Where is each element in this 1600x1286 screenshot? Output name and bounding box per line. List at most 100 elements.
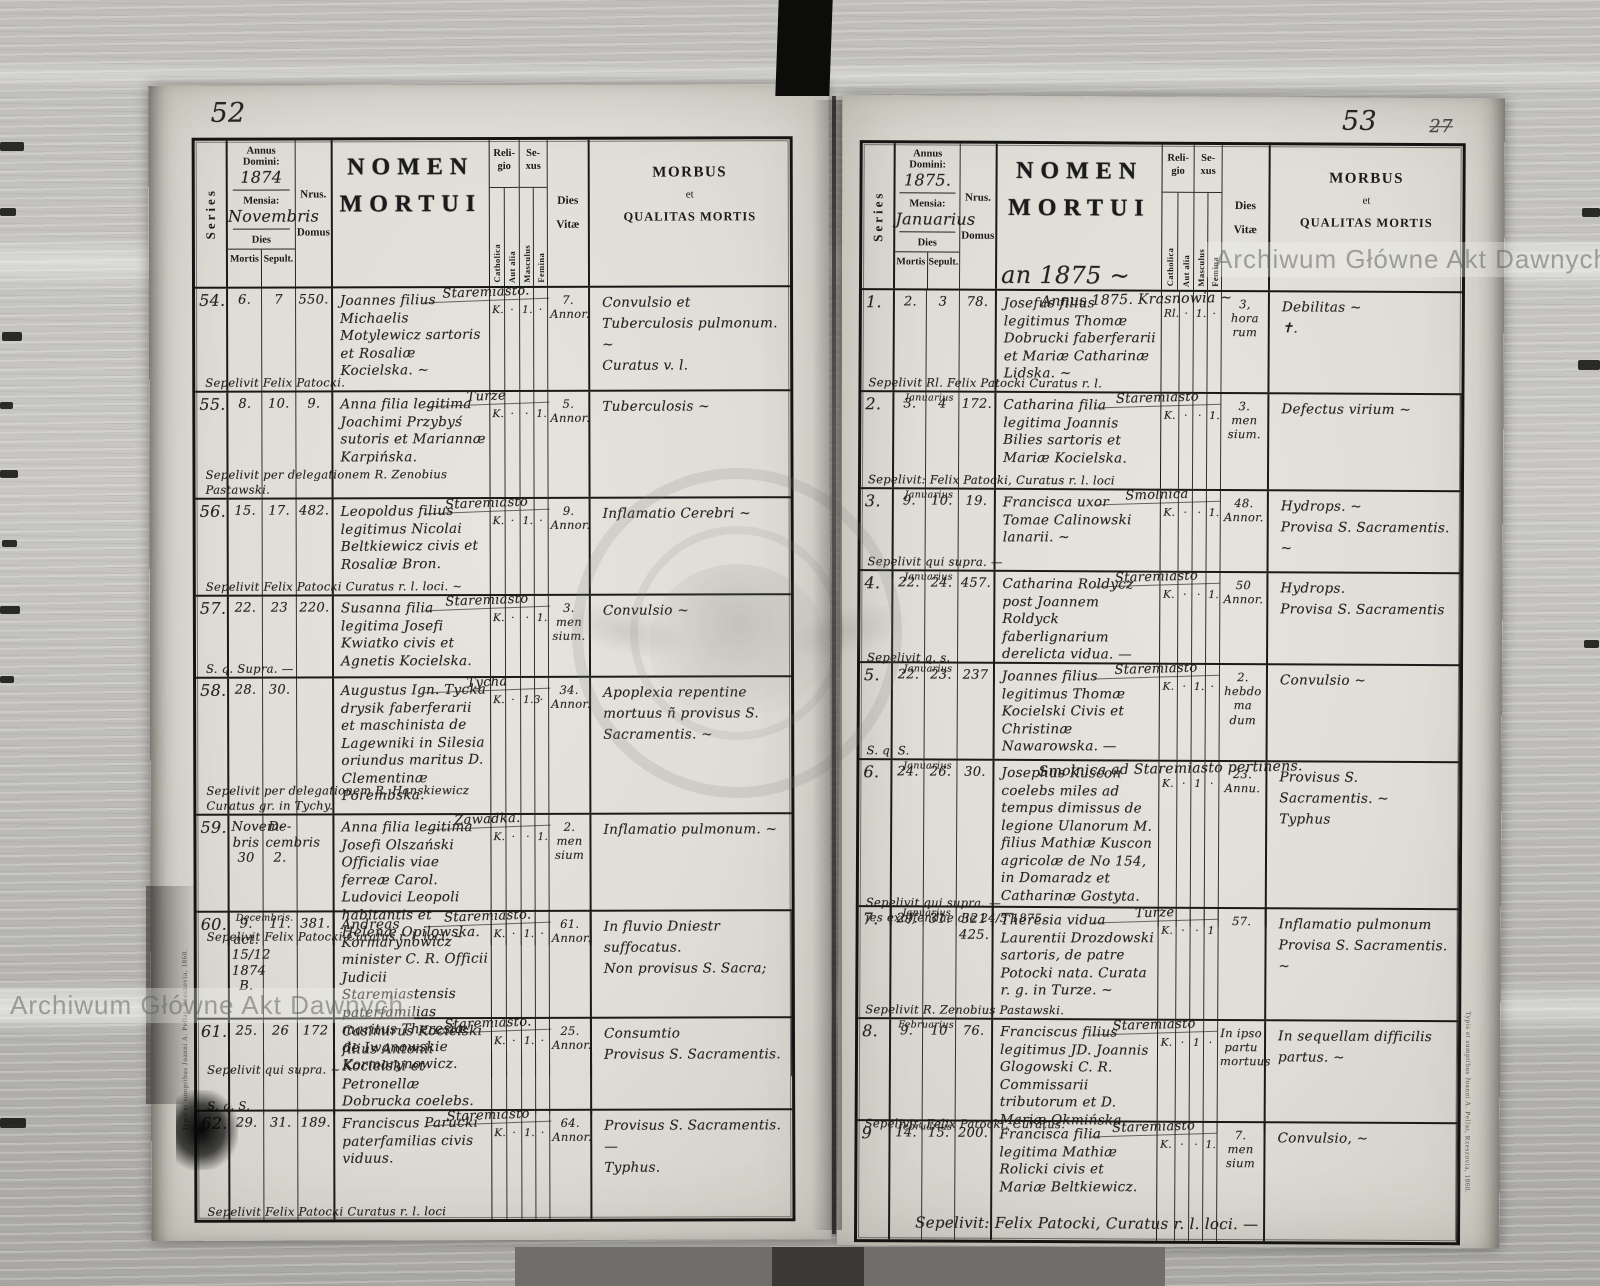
edge-mark <box>0 1118 26 1128</box>
left-folio-number: 52 <box>210 97 246 129</box>
religio-alia-mark: · <box>505 287 521 390</box>
religio-catholica-mark-text: K. <box>1160 1036 1173 1049</box>
edge-mark <box>2 540 17 547</box>
dies-vitae-value: 9. Annor. <box>548 498 591 594</box>
nomen-mortui-cell: Catharina filia legitima Joannis Bilies … <box>868 388 1221 489</box>
sexus-masculus-mark-text: 1. <box>522 303 533 316</box>
religio-catholica-mark-text: K. <box>1161 777 1174 790</box>
sepelivit-note: Sepelivit Felix Patocki Curatus r. l. lo… <box>206 929 464 945</box>
morbus-cell-text: Tuberculosis ~ <box>602 398 710 415</box>
series-number-text: 58. <box>200 680 227 700</box>
morbus-cell-text: Convulsio ~ <box>602 602 689 619</box>
dies-vitae-value-text: 3. men sium. <box>1227 399 1261 442</box>
house-number-text: 457. <box>960 575 992 591</box>
sexus-masculus-mark-text: 1. <box>524 1126 535 1139</box>
qualitas-mortis-label: QUALITAS MORTIS <box>1299 215 1433 231</box>
morbus-cell-text: Convulsio et Tuberculosis pulmonum. ~ Cu… <box>602 294 778 374</box>
month-note: Januarius <box>903 760 952 772</box>
religio-alia-mark-text: · <box>1184 307 1189 320</box>
annus-domini-label: Annus Domini: <box>909 148 947 171</box>
dies-vitae-value: 3, hora rum <box>1221 291 1270 393</box>
religio-alia-mark: · <box>1178 572 1193 668</box>
edge-mark <box>1578 360 1600 370</box>
burial-date-text: 26 <box>271 1023 290 1039</box>
morbus-label: MORBUS <box>652 164 728 181</box>
nomen-mortui-cell: Franciscus filius legitimus JD. Joannis … <box>865 1015 1218 1133</box>
sexus-femina-mark: 1. <box>1206 393 1222 489</box>
religio-catholica-mark-text: K. <box>494 1126 507 1139</box>
morbus-cell: Defectus virium ~ <box>1268 394 1462 491</box>
morbus-cell: Convulsio ~ <box>1267 665 1461 762</box>
nomen-mortui-header: NOMEN MORTUI an 1875 ~ <box>996 143 1163 290</box>
morbus-cell-text: Debilitas ~ ✝. <box>1281 299 1362 337</box>
series-number-text: 5. <box>863 665 880 685</box>
house-number-text: 172. <box>961 396 993 412</box>
sepelivit-note: Sepelivit Felix Patocki. <box>205 375 346 390</box>
sepelivit-note: Sepelivit Felix Patocki Curatus r. l. lo… <box>207 1203 447 1219</box>
house-number-header: Nrus. Domus <box>295 140 334 287</box>
sepelivit-note: S. q. Supra. — <box>205 661 294 676</box>
dies-vitae-value: 5. Annor. <box>548 391 591 497</box>
scan-bottom-band <box>515 1247 1165 1286</box>
month-value: Januarius <box>895 209 976 229</box>
divider <box>899 231 955 233</box>
sexus-header: Se- xus Masculus Femina <box>1193 144 1223 290</box>
dies-vitae-value-text: 5. Annor. <box>550 396 591 426</box>
edge-mark <box>0 208 16 216</box>
nomen-mortui-cell: Leopoldus filius legitimus Nicolai Beltk… <box>206 493 550 595</box>
mortis-label: Mortis <box>229 253 259 265</box>
series-number-text: 54. <box>199 290 226 310</box>
nomen-label: NOMEN <box>1016 157 1144 185</box>
sexus-masculus-mark: 1. <box>522 1110 537 1219</box>
morbus-cell: Hydrops. Provisa S. Sacramentis <box>1268 573 1461 669</box>
morbus-cell: Provisus S. Sacramentis. — Typhus. <box>592 1110 792 1219</box>
nomen-mortui-header: NOMEN MORTUI <box>332 139 491 287</box>
right-page: 53 27 Typis et sumptibus Joanni A. Pella… <box>836 95 1505 1249</box>
divider <box>232 228 291 230</box>
death-date-text: 25. <box>235 1023 258 1039</box>
register-entry: 62. 29. 31. 189. Franciscus Parucki paterfam… <box>197 1105 793 1220</box>
right-folio-struck-number: 27 <box>1429 116 1453 138</box>
sexus-femina-mark: · <box>1207 291 1222 392</box>
burial-date-text: 7 <box>274 292 283 308</box>
sexus-femina-mark-text: 1 <box>1207 924 1215 937</box>
left-register-rows: 54. 6. 7 550. Joannes filius Michaelis Motyl… <box>195 282 793 1220</box>
masculus-label: Masculus <box>1195 249 1206 287</box>
dies-vitae-value-text: 50 Annor. <box>1223 578 1264 607</box>
sexus-subcolumns: Masculus Femina <box>1194 192 1222 290</box>
dies-vitae-value-text: 57. <box>1232 914 1252 929</box>
sexus-masculus-mark: · <box>520 391 535 497</box>
series-label: Series <box>202 188 218 240</box>
burial-date-text: 31. <box>269 1115 292 1131</box>
sexus-femina-mark: 1. <box>1206 572 1221 668</box>
mortui-label: MORTUI <box>1008 194 1151 222</box>
morbus-cell: Consumtio Provisus S. Sacramentis. <box>592 1018 792 1113</box>
series-label: Series <box>869 190 886 242</box>
dies-vitae-value: 7. Annor. <box>548 287 591 390</box>
register-entry: 1. 2. 3 78. Annus 1875. Krasnowia ~ Josefus f… <box>861 290 1462 393</box>
right-register-table: Series Annus Domini: 1875. Mensia: Janua… <box>853 140 1466 1246</box>
nrus-label: Nrus. <box>300 188 327 201</box>
domus-label: Domus <box>961 229 995 242</box>
series-number-text: 4. <box>864 573 881 593</box>
house-number-text: 189. <box>300 1115 331 1131</box>
dates-column-header: Annus Domini: 1875. Mensia: Januarius Di… <box>894 143 976 289</box>
sexus-subcolumns: Masculus Femina <box>520 187 548 286</box>
qualitas-mortis-label: QUALITAS MORTIS <box>623 209 757 224</box>
edge-mark <box>0 142 24 151</box>
religio-alia-mark: · <box>1178 393 1194 489</box>
religio-catholica-mark-text: K. <box>493 830 506 843</box>
morbus-header: MORBUS et QUALITAS MORTIS <box>590 139 790 286</box>
death-date-text: 6. <box>238 292 252 308</box>
morbus-cell: Inflamatio pulmonum Provisa S. Sacrament… <box>1266 909 1459 1021</box>
sexus-femina-mark-text: 1. <box>536 611 548 624</box>
mortis-sepult-subheader: Mortis Sepult. <box>227 248 296 287</box>
morbus-cell-text: Inflamatio pulmonum. ~ <box>603 821 778 838</box>
masculus-label: Masculus <box>521 245 532 283</box>
series-number-text: 56. <box>199 501 226 521</box>
sexus-masculus-mark-text: · <box>1197 409 1202 422</box>
religio-alia-mark-text: · <box>511 693 515 706</box>
religio-subcolumns: Catholica Aut alia <box>1162 192 1194 290</box>
dies-vitae-header: Dies Vitæ <box>1221 144 1271 291</box>
